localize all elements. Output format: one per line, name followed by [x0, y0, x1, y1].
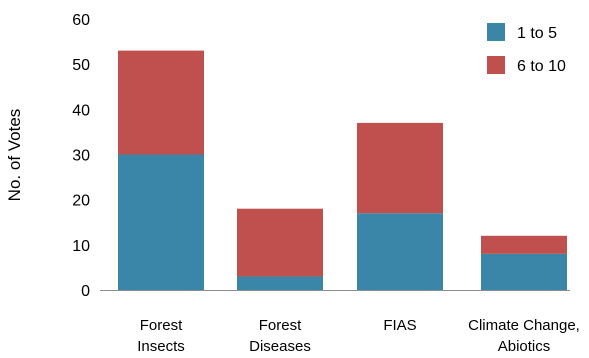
bar-segment-series1 [481, 253, 567, 290]
legend-swatch [487, 56, 505, 74]
y-tick-label: 0 [81, 283, 90, 300]
legend-label: 1 to 5 [517, 25, 557, 42]
bars [118, 50, 567, 290]
y-tick-label: 10 [72, 238, 90, 255]
bar-segment-series2 [118, 50, 204, 155]
x-category-label: Diseases [249, 338, 311, 355]
y-tick-label: 20 [72, 193, 90, 210]
x-category-label: Forest [140, 317, 183, 334]
bar-segment-series1 [118, 154, 204, 290]
bar-segment-series2 [237, 208, 323, 277]
y-tick-label: 30 [72, 148, 90, 165]
x-axis-category-labels: Forest Insects Forest Diseases FIAS Climate C… [137, 317, 580, 355]
y-axis-label: No. of Votes [5, 109, 24, 202]
x-category-label: FIAS [383, 317, 416, 334]
y-tick-label: 60 [72, 12, 90, 29]
y-tick-label: 50 [72, 57, 90, 74]
legend: 1 to 5 6 to 10 [487, 23, 566, 75]
x-category-label: Abiotics [498, 338, 551, 355]
bar-segment-series2 [481, 235, 567, 254]
y-axis-title: No. of Votes [5, 109, 24, 202]
x-category-label: Insects [137, 338, 185, 355]
bar-segment-series1 [237, 276, 323, 290]
bar-segment-series1 [357, 213, 443, 290]
x-category-label: Climate Change, [468, 317, 580, 334]
y-tick-label: 40 [72, 102, 90, 119]
bar-segment-series2 [357, 122, 443, 214]
legend-swatch [487, 23, 505, 41]
y-axis-ticks: 0 10 20 30 40 50 60 [72, 12, 90, 300]
legend-label: 6 to 10 [517, 58, 566, 75]
x-category-label: Forest [259, 317, 302, 334]
